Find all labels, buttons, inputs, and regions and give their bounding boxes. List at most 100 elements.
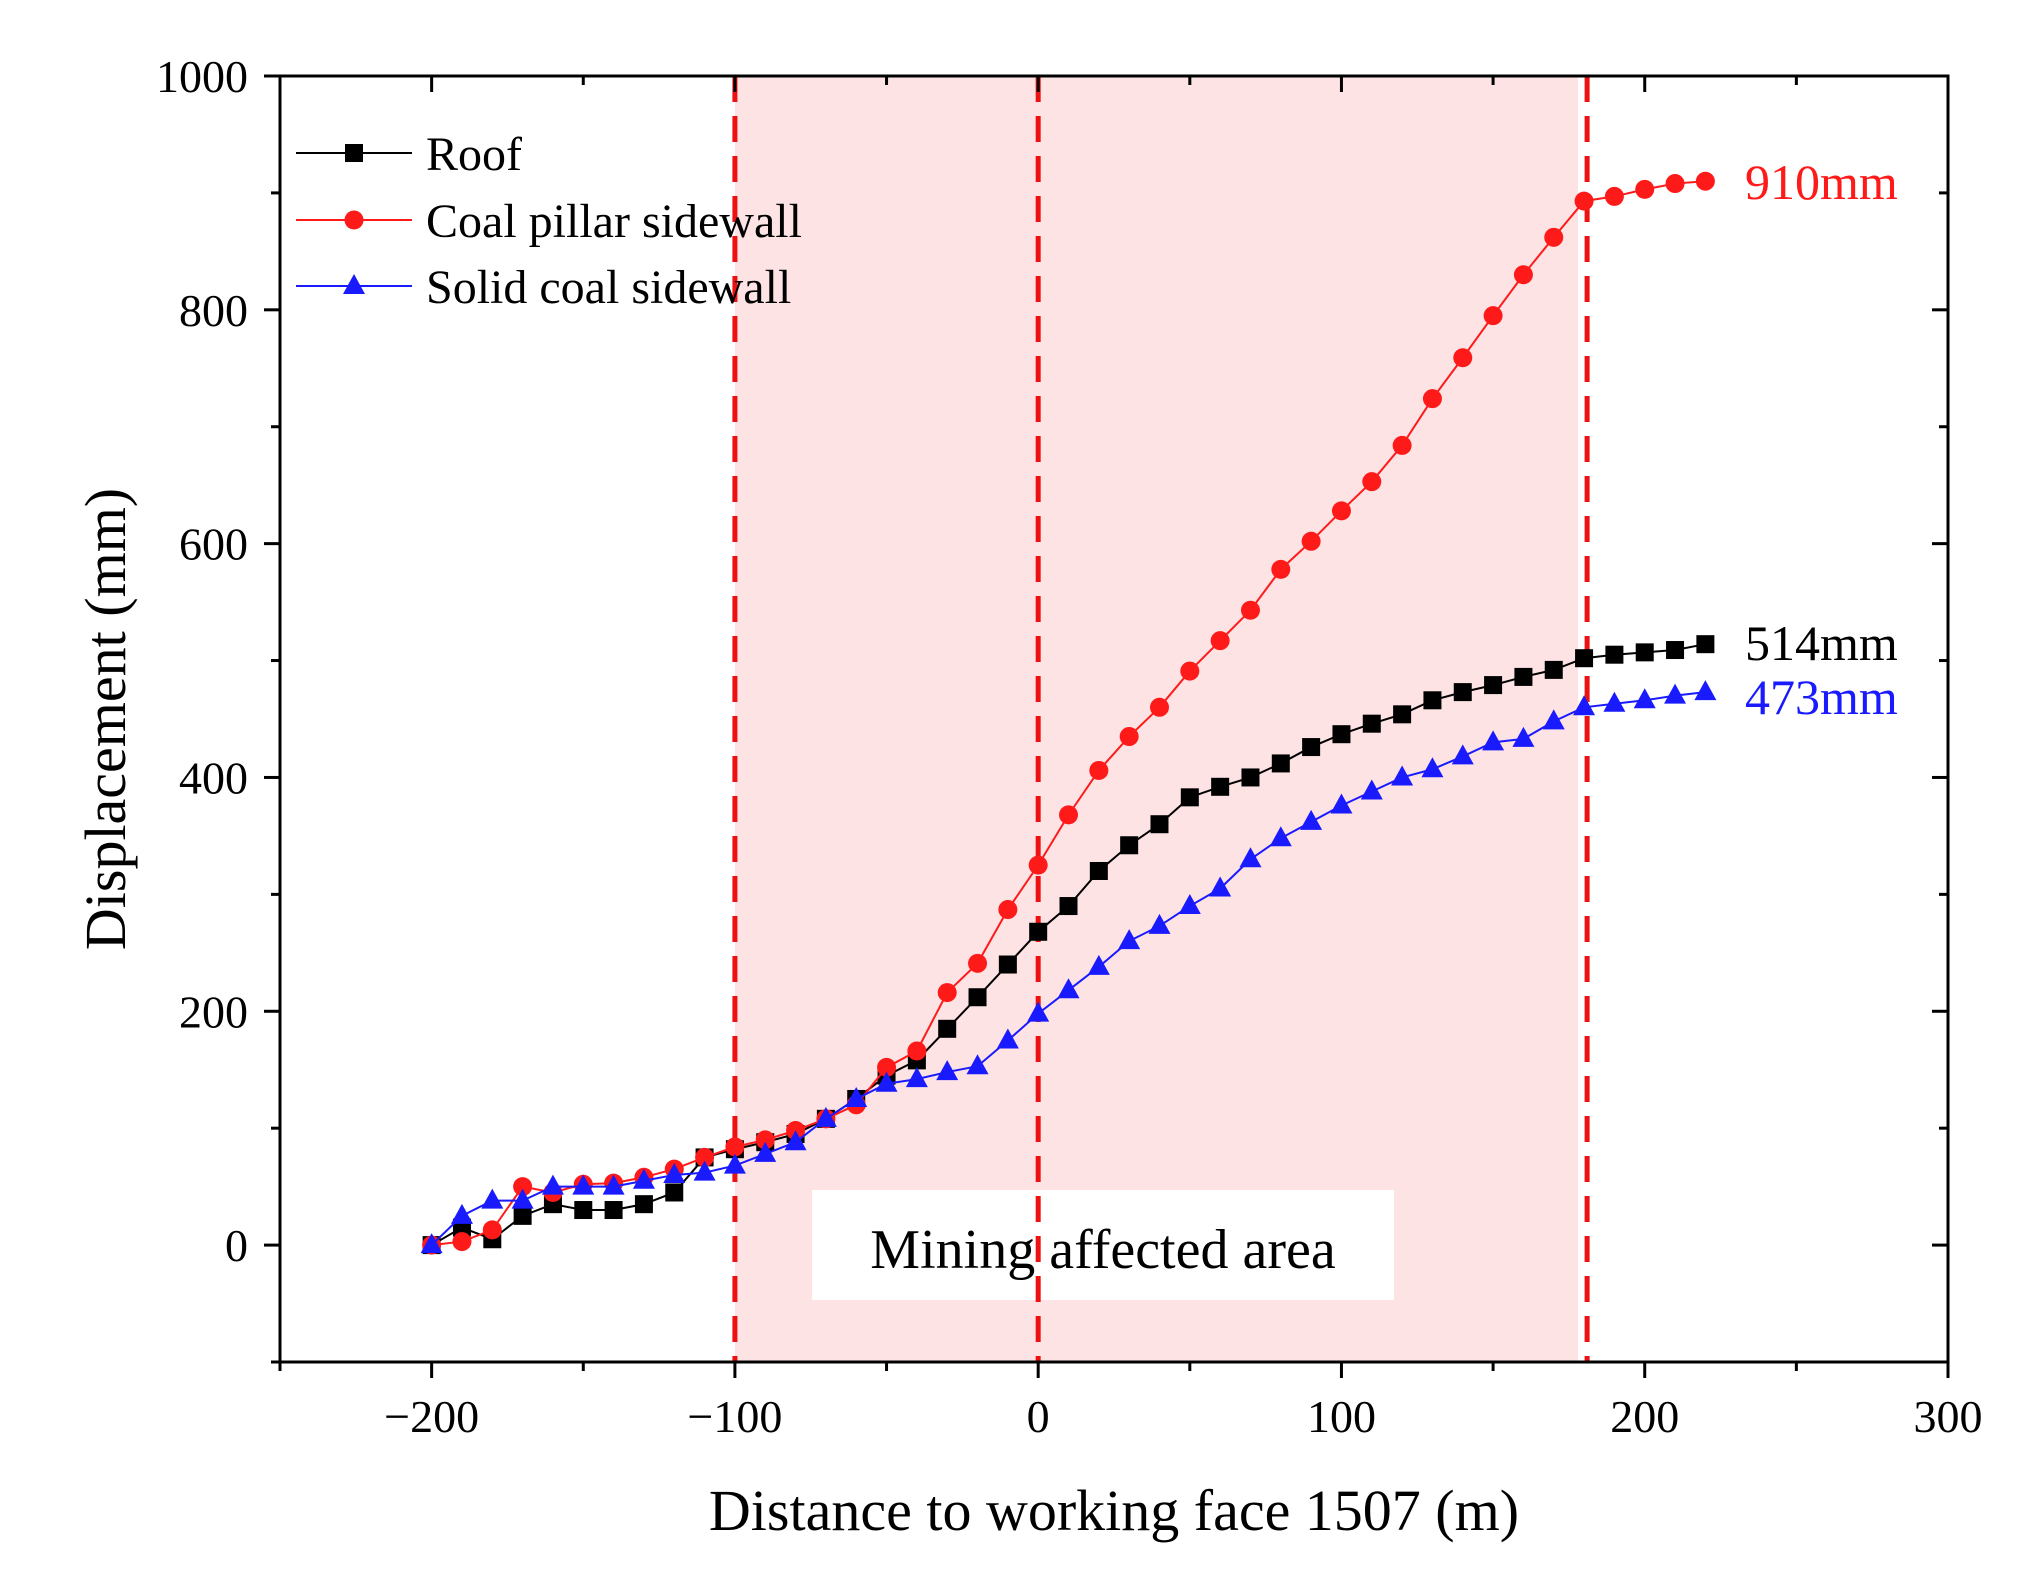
data-point-1 (482, 1220, 502, 1240)
data-point-1 (1635, 179, 1655, 199)
data-point-2 (420, 1233, 443, 1254)
legend-label-0: Roof (426, 128, 522, 181)
data-point-0 (513, 1206, 532, 1225)
data-point-2 (723, 1153, 746, 1174)
y-tick-label: 0 (225, 1220, 248, 1271)
x-tick-label: 200 (1610, 1391, 1679, 1442)
data-point-2 (1209, 876, 1232, 897)
data-point-0 (1393, 705, 1412, 724)
data-point-1 (1089, 760, 1109, 780)
data-point-0 (998, 955, 1017, 974)
legend-marker-0 (345, 144, 363, 162)
data-point-2 (936, 1060, 959, 1081)
data-point-2 (966, 1054, 989, 1075)
data-point-0 (665, 1183, 684, 1202)
data-point-2 (1391, 765, 1414, 786)
data-point-1 (1240, 600, 1260, 620)
data-point-2 (450, 1203, 473, 1224)
y-tick-label: 400 (179, 752, 248, 803)
data-point-2 (632, 1168, 655, 1189)
data-point-1 (1028, 855, 1048, 875)
data-point-1 (1422, 389, 1442, 409)
legend-marker-1 (344, 210, 364, 230)
data-point-1 (725, 1137, 745, 1157)
data-point-2 (572, 1174, 595, 1195)
data-point-1 (452, 1232, 472, 1252)
data-point-2 (1482, 730, 1505, 751)
data-point-2 (1451, 744, 1474, 765)
y-tick-label: 800 (179, 285, 248, 336)
data-point-0 (1241, 768, 1260, 787)
data-point-2 (1239, 847, 1262, 868)
data-point-0 (634, 1195, 653, 1214)
data-point-0 (1332, 725, 1351, 744)
data-point-1 (755, 1130, 775, 1150)
data-point-0 (1453, 683, 1472, 702)
data-point-2 (1269, 826, 1292, 847)
data-point-2 (1148, 913, 1171, 934)
data-point-0 (1635, 643, 1654, 662)
legend-label-1: Coal pillar sidewall (426, 195, 802, 248)
data-point-2 (754, 1141, 777, 1162)
data-point-0 (1514, 667, 1533, 686)
data-point-0 (1423, 691, 1442, 710)
data-point-0 (1271, 754, 1290, 773)
data-point-2 (784, 1130, 807, 1151)
data-point-2 (1027, 1001, 1050, 1022)
y-axis-label: Displacement (mm) (73, 488, 138, 950)
data-point-0 (1696, 635, 1715, 654)
data-point-1 (1331, 501, 1351, 521)
data-point-2 (996, 1028, 1019, 1049)
x-tick-label: 100 (1307, 1391, 1376, 1442)
x-tick-label: 300 (1914, 1391, 1983, 1442)
data-point-0 (574, 1201, 593, 1220)
data-point-1 (1149, 697, 1169, 717)
data-point-1 (1453, 348, 1473, 368)
y-tick-label: 600 (179, 519, 248, 570)
data-point-0 (1120, 836, 1139, 855)
data-point-2 (1360, 779, 1383, 800)
data-point-2 (814, 1106, 837, 1127)
data-point-1 (968, 953, 988, 973)
y-tick-label: 1000 (156, 51, 248, 102)
data-point-2 (602, 1174, 625, 1195)
data-point-2 (1057, 978, 1080, 999)
data-point-2 (1300, 809, 1323, 830)
series-layer (420, 171, 1717, 1255)
data-point-2 (511, 1188, 534, 1209)
end-label-0: 514mm (1745, 615, 1898, 671)
data-point-1 (1665, 174, 1685, 194)
data-point-0 (604, 1201, 623, 1220)
data-point-1 (1180, 661, 1200, 681)
data-point-2 (845, 1086, 868, 1107)
data-point-1 (877, 1057, 897, 1077)
data-point-1 (1604, 186, 1624, 206)
data-point-2 (1633, 688, 1656, 709)
data-point-1 (1210, 631, 1230, 651)
data-point-2 (1694, 680, 1717, 701)
end-label-1: 910mm (1745, 154, 1898, 210)
data-point-0 (968, 988, 987, 1007)
data-point-2 (693, 1160, 716, 1181)
data-point-2 (1178, 894, 1201, 915)
data-point-1 (1483, 306, 1503, 326)
data-point-2 (1118, 929, 1141, 950)
data-point-2 (905, 1067, 928, 1088)
data-point-2 (1087, 954, 1110, 975)
data-point-1 (907, 1041, 927, 1061)
x-tick-label: 0 (1027, 1391, 1050, 1442)
data-point-1 (1362, 472, 1382, 492)
data-point-0 (1180, 788, 1199, 807)
data-point-2 (1330, 793, 1353, 814)
data-point-1 (998, 900, 1018, 920)
data-point-0 (1150, 815, 1169, 834)
x-axis-label: Distance to working face 1507 (m) (709, 1478, 1519, 1543)
data-point-1 (695, 1147, 715, 1167)
data-point-2 (1664, 683, 1687, 704)
data-point-2 (541, 1174, 564, 1195)
data-point-1 (1695, 171, 1715, 191)
data-point-2 (481, 1188, 504, 1209)
data-point-2 (1421, 757, 1444, 778)
data-point-2 (1542, 709, 1565, 730)
data-point-0 (1089, 861, 1108, 880)
